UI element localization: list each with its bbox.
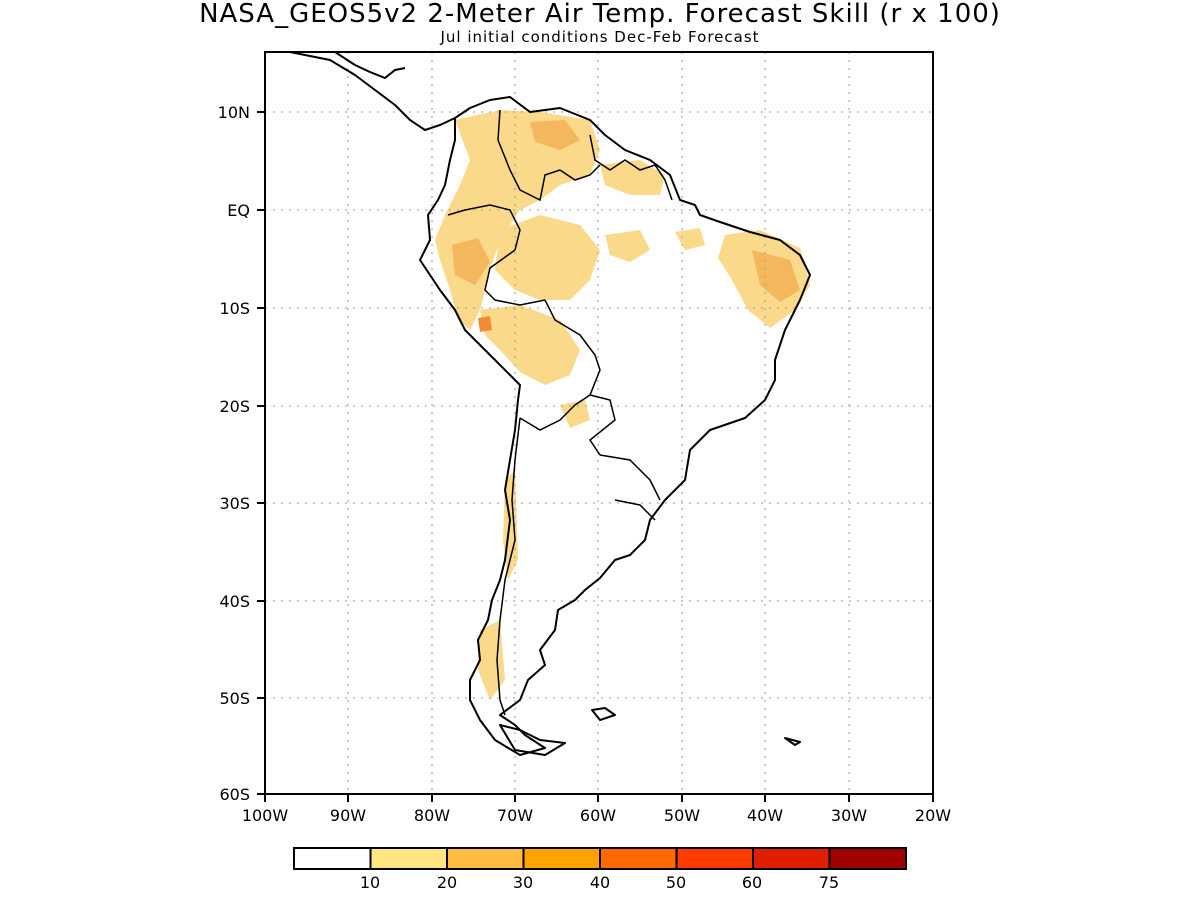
south-georgia — [784, 737, 801, 746]
border-guianas — [589, 134, 673, 201]
legend-color-box — [599, 847, 678, 870]
caribbean-coast — [334, 52, 406, 79]
legend-labels: 10 20 30 40 50 60 75 — [360, 873, 839, 892]
lon-label: 60W — [580, 806, 616, 825]
lat-labels: 10N EQ 10S 20S 30S 40S 50S 60S — [218, 103, 250, 804]
skill-area-central-brazil — [605, 230, 650, 262]
lat-label: 60S — [219, 785, 250, 804]
skill-area-venezuela-core — [530, 120, 580, 150]
legend-label: 75 — [819, 873, 839, 892]
legend-color-box — [446, 847, 525, 870]
border-uruguay — [614, 499, 656, 521]
lat-label: 40S — [219, 592, 250, 611]
lat-label: 10S — [219, 299, 250, 318]
country-borders — [447, 109, 673, 716]
skill-area-paraguay — [560, 400, 590, 428]
border-argentina-chile — [496, 417, 521, 716]
lon-labels: 100W 90W 80W 70W 60W 50W 40W 30W 20W — [242, 806, 951, 825]
skill-area-amazon — [495, 215, 600, 300]
lon-label: 20W — [915, 806, 951, 825]
lat-label: 10N — [218, 103, 250, 122]
skill-area-northwest — [435, 110, 600, 330]
lon-label: 100W — [242, 806, 289, 825]
border-paraguay — [588, 394, 616, 456]
lon-label: 30W — [831, 806, 867, 825]
lat-label: 20S — [219, 397, 250, 416]
legend-boxes — [293, 847, 907, 870]
skill-area-guiana — [600, 160, 665, 195]
lon-label: 80W — [414, 806, 450, 825]
lon-label: 40W — [747, 806, 783, 825]
axis-ticks — [257, 111, 934, 802]
legend-color-box — [675, 847, 754, 870]
legend-label: 40 — [590, 873, 610, 892]
lat-label: EQ — [227, 201, 250, 220]
south-america-coast — [419, 96, 811, 756]
skill-area-peru-spot — [478, 316, 492, 332]
lon-label: 90W — [330, 806, 366, 825]
legend-label: 20 — [437, 873, 457, 892]
legend-label: 60 — [742, 873, 762, 892]
legend-color-box — [828, 847, 907, 870]
border-colombia-peru — [447, 204, 521, 251]
central-america-coast — [289, 52, 456, 131]
skill-area-amazon-mouth — [675, 228, 705, 250]
legend-color-box — [522, 847, 601, 870]
lon-label: 70W — [497, 806, 533, 825]
border-argentina-brazil — [599, 454, 661, 501]
map-subtitle: Jul initial conditions Dec-Feb Forecast — [440, 28, 760, 46]
lat-label: 50S — [219, 689, 250, 708]
falkland-islands — [591, 707, 616, 721]
border-peru-brazil — [484, 249, 546, 306]
tierra-del-fuego — [499, 724, 566, 756]
color-legend: 10 20 30 40 50 60 75 — [293, 847, 907, 892]
legend-label: 50 — [666, 873, 686, 892]
lat-label: 30S — [219, 494, 250, 513]
legend-color-box — [293, 847, 372, 870]
skill-shading — [435, 110, 810, 700]
skill-area-bolivia — [480, 305, 580, 385]
legend-label: 10 — [360, 873, 380, 892]
map-title: NASA_GEOS5v2 2-Meter Air Temp. Forecast … — [199, 0, 1001, 29]
lon-label: 50W — [664, 806, 700, 825]
border-colombia-venezuela — [497, 109, 561, 202]
legend-color-box — [369, 847, 448, 870]
skill-area-ne-brazil-core — [752, 250, 800, 302]
border-bolivia — [519, 299, 601, 431]
skill-area-peru-core — [452, 238, 490, 285]
legend-label: 30 — [513, 873, 533, 892]
coastlines — [289, 52, 811, 756]
legend-color-box — [752, 847, 831, 870]
border-brazil-venezuela — [559, 164, 601, 181]
